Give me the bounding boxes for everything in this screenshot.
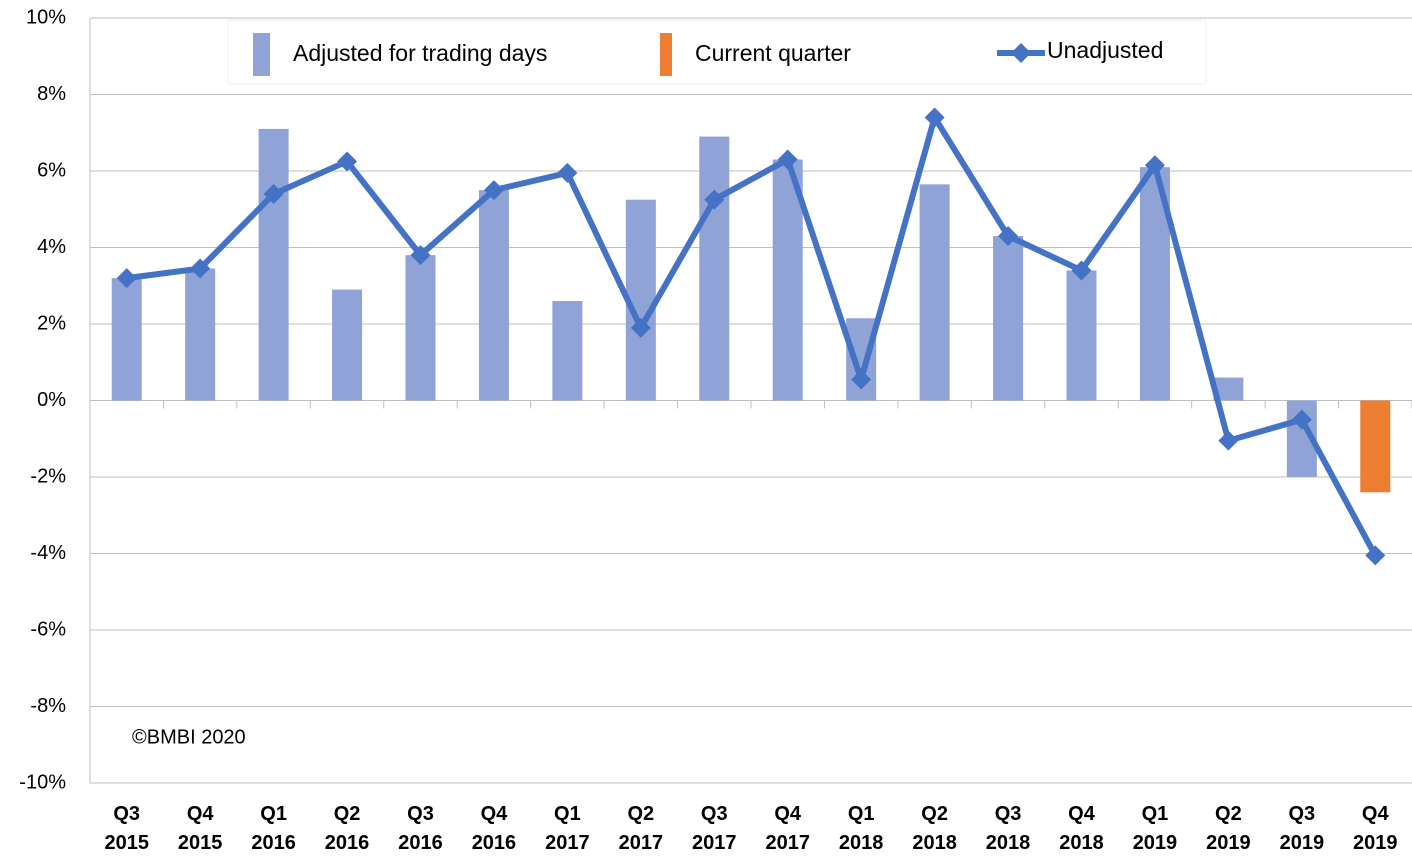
y-tick-label: -6%	[30, 618, 66, 640]
line-marker	[777, 149, 798, 170]
y-tick-label: -2%	[30, 465, 66, 487]
y-tick-label: 6%	[37, 159, 66, 181]
line-marker	[263, 183, 284, 204]
x-tick-label: Q1 2016	[251, 803, 296, 854]
x-tick-label: Q4 2015	[177, 803, 223, 854]
x-tick-label: Q2 2018	[912, 803, 957, 854]
y-tick-label: -4%	[30, 542, 66, 564]
x-tick-label: Q4 2018	[1059, 803, 1104, 854]
legend-label: Current quarter	[695, 40, 851, 66]
x-tick-label: Q3 2015	[104, 803, 149, 854]
line-marker	[410, 245, 431, 266]
x-tick-label: Q1 2019	[1132, 803, 1178, 854]
line-marker	[337, 151, 358, 172]
x-tick-label: Q2 2019	[1206, 803, 1251, 854]
bar	[919, 184, 950, 401]
bar	[332, 289, 363, 401]
bar	[1360, 400, 1391, 493]
bar	[993, 236, 1024, 401]
bar	[478, 190, 509, 401]
legend-marker	[1011, 43, 1031, 63]
legend-swatch	[660, 33, 672, 76]
bar	[552, 301, 583, 401]
y-tick-label: 8%	[37, 83, 66, 105]
x-tick-label: Q2 2016	[324, 803, 370, 854]
line-marker	[557, 162, 578, 183]
bar	[405, 255, 436, 401]
bar	[185, 268, 216, 401]
line-marker	[190, 258, 211, 279]
y-tick-label: 2%	[37, 312, 66, 334]
annotation: ©BMBI 2020	[132, 726, 246, 748]
x-tick-label: Q4 2016	[471, 803, 517, 854]
x-tick-label: Q2 2017	[618, 803, 664, 854]
line-marker	[1291, 409, 1312, 430]
legend-label: Unadjusted	[1047, 37, 1163, 63]
y-tick-label: 4%	[37, 236, 66, 258]
bar	[772, 159, 803, 401]
y-tick-label: 10%	[26, 6, 66, 28]
x-tick-label: Q3 2019	[1279, 803, 1325, 854]
line-marker	[998, 226, 1019, 247]
y-tick-label: -8%	[30, 695, 66, 717]
line-marker	[851, 369, 872, 390]
line-marker	[1365, 545, 1386, 566]
line-marker	[116, 268, 137, 289]
line-marker	[924, 107, 945, 128]
legend-swatch	[253, 33, 270, 76]
line-marker	[1218, 430, 1239, 451]
x-tick-label: Q3 2016	[398, 803, 443, 854]
x-tick-label: Q1 2018	[838, 803, 884, 854]
bar	[1066, 270, 1097, 401]
line-marker	[1144, 155, 1165, 176]
bar	[699, 136, 730, 401]
y-tick-label: 0%	[37, 389, 66, 411]
legend: Adjusted for trading days Current quarter…	[227, 19, 1207, 85]
y-tick-label: -10%	[19, 771, 66, 793]
line-marker	[630, 317, 651, 338]
line	[126, 114, 1378, 557]
line-marker	[704, 189, 725, 210]
bar	[258, 128, 289, 401]
x-tick-label: Q1 2017	[545, 803, 590, 854]
x-tick-label: Q3 2017	[692, 803, 737, 854]
line-marker	[1071, 260, 1092, 281]
bar	[111, 278, 142, 401]
x-tick-label: Q4 2017	[765, 803, 810, 854]
x-tick-label: Q4 2019	[1353, 803, 1398, 854]
line-marker	[483, 180, 504, 201]
bar	[1213, 377, 1244, 401]
legend-label: Adjusted for trading days	[293, 40, 547, 66]
x-tick-label: Q3 2018	[985, 803, 1031, 854]
